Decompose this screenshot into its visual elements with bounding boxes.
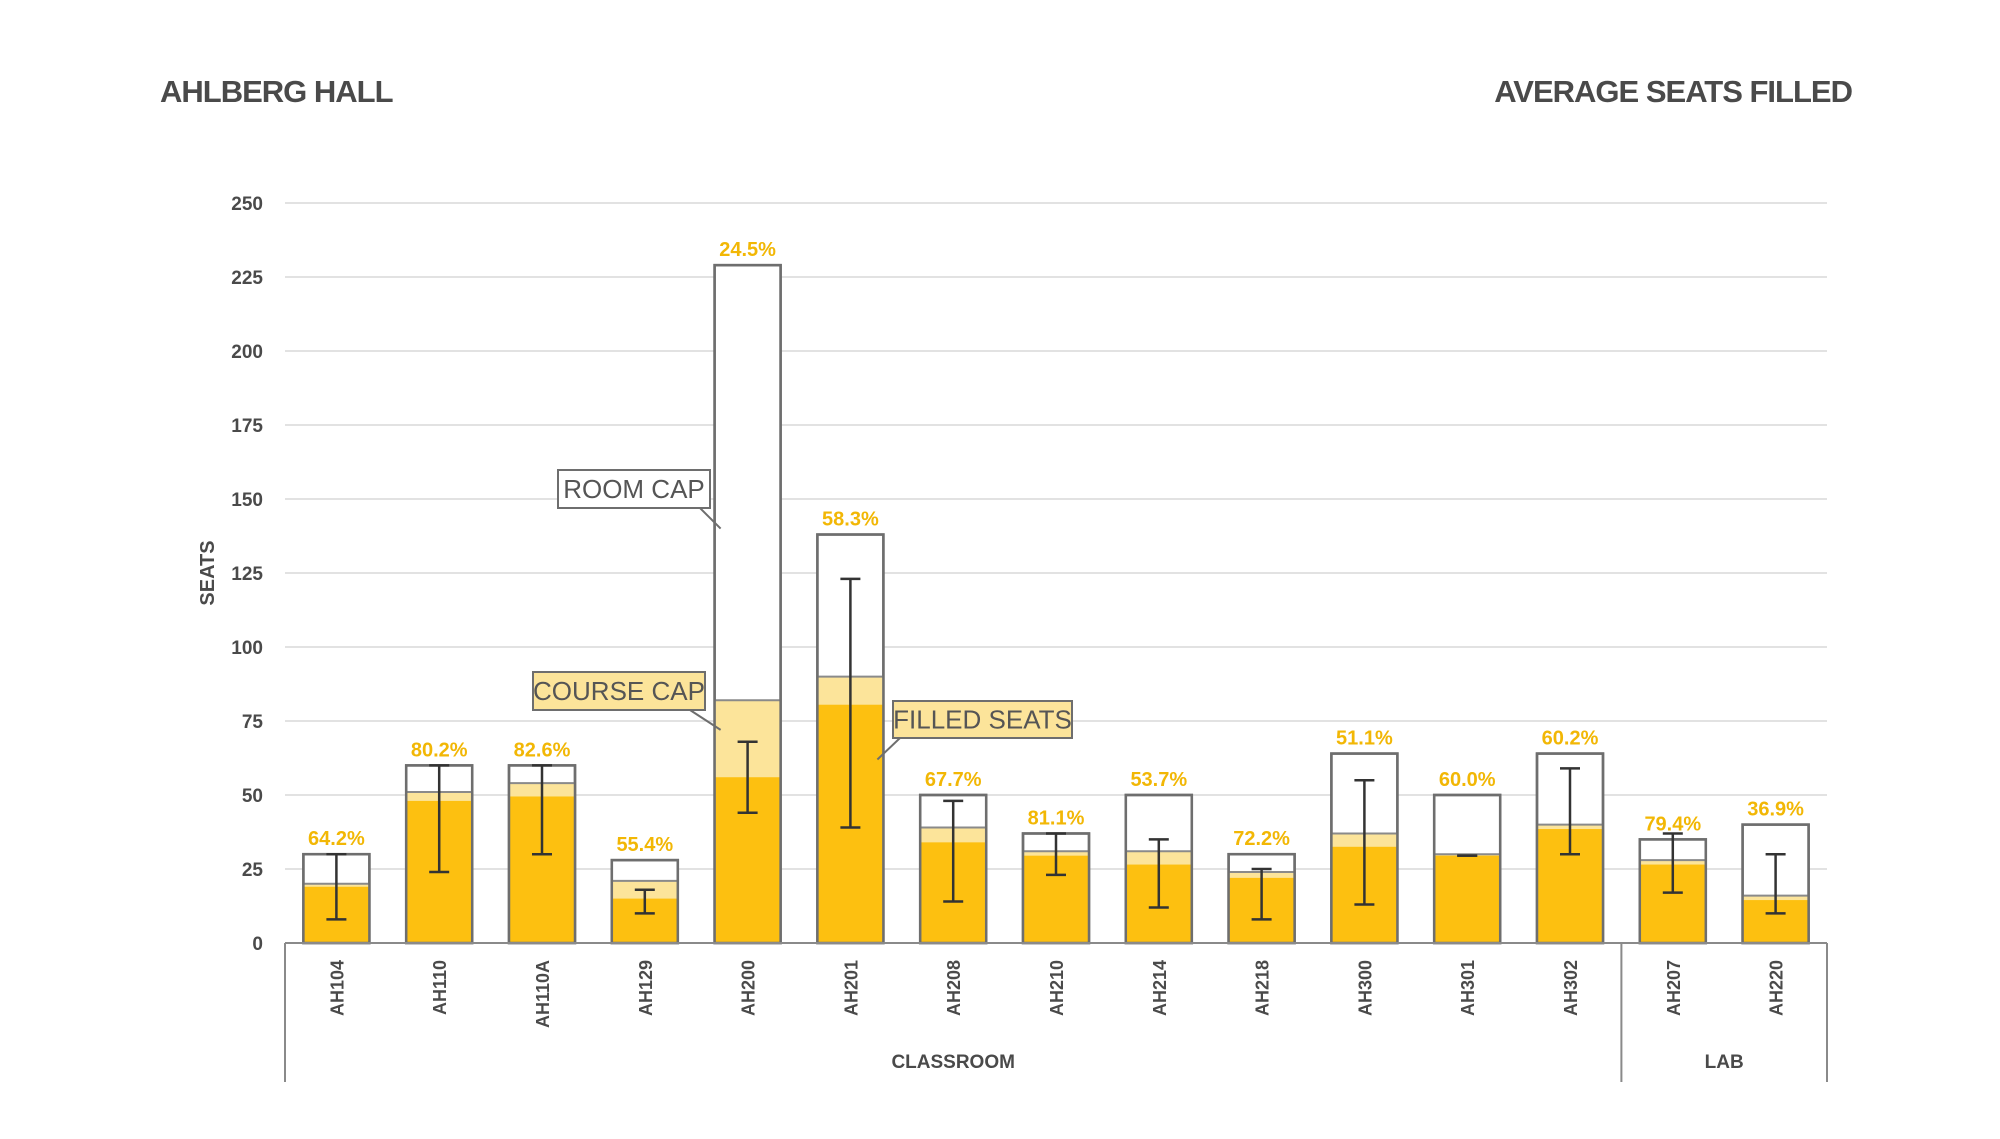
data-label: 67.7% [925,769,982,791]
group-label: CLASSROOM [891,1052,1015,1073]
y-tick-label: 0 [252,934,263,955]
x-tick-label: AH110 [430,960,450,1015]
data-labels: 64.2% 80.2% 82.6% 55.4% 24.5% 58.3% 67.7% 81.1%… [308,239,1804,856]
room-cap-callout-pointer [699,507,722,530]
data-label: 60.0% [1439,769,1496,791]
course-cap-callout-box [532,671,706,711]
filled-seats-bar [1434,855,1501,943]
course-cap-callout-text: COURSE CAP [533,676,705,706]
y-tick-label: 100 [231,638,263,659]
x-tick-label: AH200 [739,960,759,1016]
data-label: 80.2% [411,739,468,761]
filled-seats-callout-text: FILLED SEATS [893,705,1072,735]
bars [302,263,1810,945]
annotations: ROOM CAP COURSE CAP FILLED SEATS [532,469,1073,761]
room-cap-callout: ROOM CAP [557,469,722,530]
filled-seats-callout-pointer [876,737,901,761]
data-label: 81.1% [1028,807,1085,829]
y-tick-label: 75 [242,712,264,733]
data-label: 55.4% [616,834,673,856]
y-tick-label: 125 [231,564,263,585]
data-label: 64.2% [308,828,365,850]
room-cap-callout-text: ROOM CAP [563,474,705,504]
y-axis-label: SEATS [197,540,219,605]
x-tick-label: AH207 [1664,960,1684,1016]
data-label: 24.5% [719,239,776,261]
x-tick-label: AH300 [1355,960,1375,1016]
x-tick-label: AH218 [1253,960,1273,1016]
group-label: LAB [1705,1052,1744,1073]
data-label: 60.2% [1542,728,1599,750]
y-tick-label: 50 [242,786,263,807]
x-tick-label: AH302 [1561,960,1581,1016]
y-tick-label: 25 [242,860,264,881]
x-tick-label: AH110A [533,960,553,1028]
data-label: 53.7% [1130,769,1187,791]
filled-seats-callout-box [892,700,1073,739]
room-cap-callout-box [557,469,711,509]
y-tick-label: 250 [231,194,263,215]
x-tick-label: AH210 [1047,960,1067,1016]
x-tick-label: AH129 [636,960,656,1016]
filled-seats-callout: FILLED SEATS [876,700,1073,761]
data-label: 82.6% [514,739,571,761]
y-tick-label: 150 [231,490,263,511]
x-tick-label: AH208 [944,960,964,1016]
y-tick-label: 175 [231,416,263,437]
x-tick-label: AH301 [1458,960,1478,1016]
data-label: 79.4% [1644,813,1701,835]
course-cap-callout: COURSE CAP [532,671,722,731]
x-tick-label: AH214 [1150,960,1170,1016]
course-cap-callout-pointer [689,709,722,731]
y-tick-label: 200 [231,342,263,363]
chart-subtitle: AVERAGE SEATS FILLED [1494,74,1853,109]
data-label: 36.9% [1747,799,1804,821]
data-label: 51.1% [1336,728,1393,750]
data-label: 72.2% [1233,828,1290,850]
chart-title: AHLBERG HALL [160,74,394,109]
x-tick-label: AH220 [1767,960,1787,1016]
axes: 0 25 50 75 100 125 150 175 200 225 250 SEATS AH104 AH… [197,194,1828,1082]
data-label: 58.3% [822,509,879,531]
x-tick-label: AH104 [327,960,347,1016]
y-tick-label: 225 [231,268,263,289]
x-tick-label: AH201 [841,960,861,1016]
